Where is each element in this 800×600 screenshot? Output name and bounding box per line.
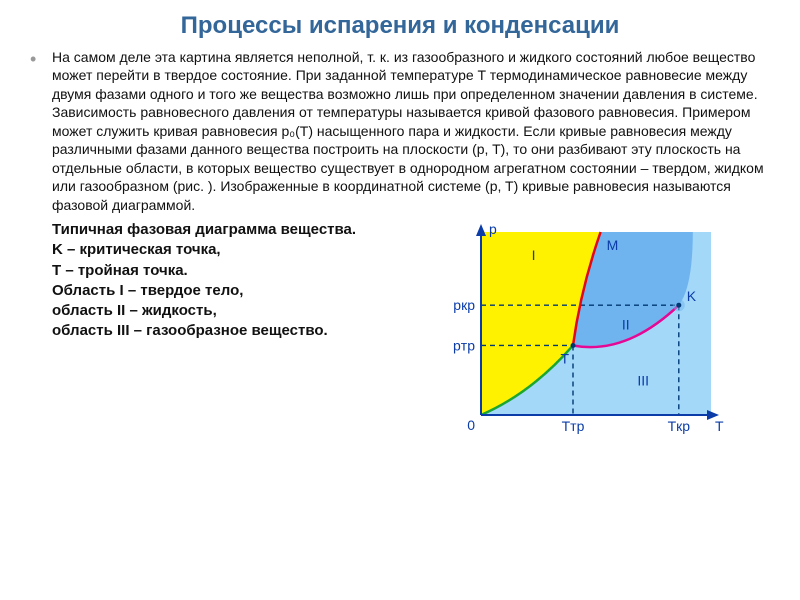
svg-text:pтр: pтр bbox=[453, 338, 475, 354]
svg-text:II: II bbox=[622, 317, 630, 333]
svg-text:Tтр: Tтр bbox=[562, 418, 585, 434]
legend-block: Типичная фазовая диаграмма вещества. K –… bbox=[52, 220, 392, 440]
legend-line: T – тройная точка. bbox=[52, 261, 382, 281]
svg-text:Tкр: Tкр bbox=[668, 418, 691, 434]
phase-diagram: p T 0 pкр pтр Tтр Tкр I M II K T III bbox=[392, 220, 770, 440]
legend-line: Область I – твердое тело, bbox=[52, 281, 382, 301]
legend-line: Типичная фазовая диаграмма вещества. bbox=[52, 220, 382, 240]
svg-text:T: T bbox=[715, 418, 724, 434]
svg-text:M: M bbox=[607, 237, 619, 253]
legend-line: K – критическая точка, bbox=[52, 240, 382, 260]
legend-line: область III – газообразное вещество. bbox=[52, 321, 382, 341]
svg-text:pкр: pкр bbox=[453, 297, 475, 313]
svg-text:T: T bbox=[560, 351, 569, 367]
svg-text:III: III bbox=[637, 373, 649, 389]
svg-text:K: K bbox=[687, 288, 697, 304]
svg-text:0: 0 bbox=[467, 417, 475, 433]
svg-text:I: I bbox=[532, 247, 536, 263]
body-paragraph: На самом деле эта картина является непол… bbox=[52, 48, 770, 214]
svg-text:p: p bbox=[489, 221, 497, 237]
bullet-icon: • bbox=[30, 48, 52, 71]
legend-line: область II – жидкость, bbox=[52, 301, 382, 321]
slide-title: Процессы испарения и конденсации bbox=[30, 12, 770, 40]
